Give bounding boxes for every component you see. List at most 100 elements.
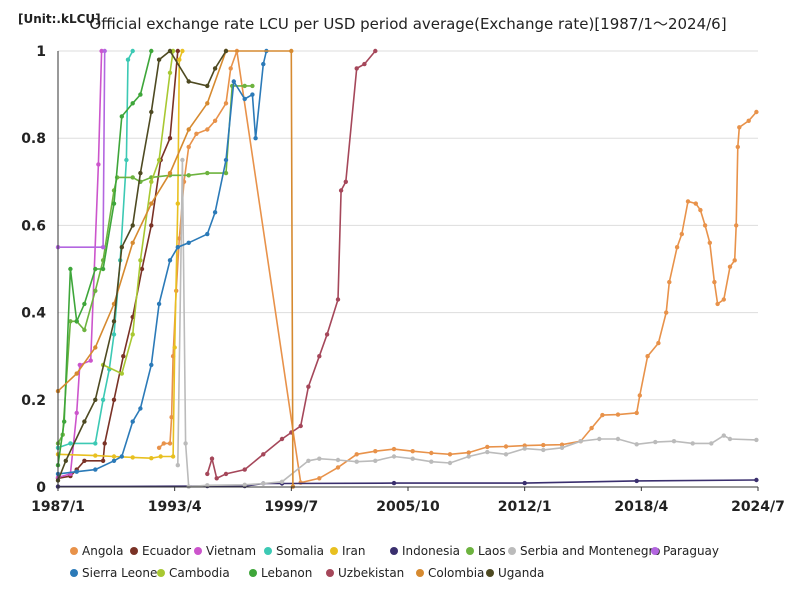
series-line — [57, 50, 294, 487]
series-angola — [156, 48, 759, 485]
data-point — [93, 288, 98, 293]
legend-marker — [130, 547, 138, 555]
data-point — [653, 439, 658, 445]
data-point — [447, 452, 453, 457]
legend-label: Iran — [342, 544, 365, 558]
data-point — [100, 266, 106, 272]
data-point — [429, 450, 434, 456]
legend-marker — [508, 547, 516, 555]
grid — [58, 50, 758, 488]
data-point — [205, 101, 210, 106]
data-point — [746, 118, 751, 124]
data-point — [169, 415, 174, 420]
data-point — [149, 456, 154, 461]
data-point — [250, 83, 255, 89]
legend-item: Lebanon — [249, 566, 312, 580]
y-tick-label: 0.8 — [21, 131, 46, 147]
legend-label: Angola — [82, 544, 123, 558]
series-line — [177, 159, 757, 488]
axes — [57, 51, 758, 488]
data-point — [600, 412, 605, 418]
data-point — [167, 170, 173, 176]
legend-label: Lebanon — [261, 566, 312, 580]
data-point — [242, 482, 247, 487]
data-point — [212, 66, 218, 71]
data-point — [250, 92, 255, 97]
data-point — [228, 66, 233, 71]
data-point — [324, 332, 330, 337]
data-point — [175, 201, 180, 206]
data-point — [205, 127, 210, 132]
data-point — [707, 240, 712, 245]
data-point — [170, 48, 176, 54]
x-tick-label: 2024/7 — [731, 499, 785, 515]
data-point — [93, 397, 98, 402]
data-point — [186, 79, 191, 84]
data-point — [93, 453, 98, 458]
data-point — [63, 458, 68, 463]
data-point — [74, 371, 79, 376]
data-point — [466, 454, 471, 459]
y-tick-label: 1 — [36, 44, 46, 60]
data-point — [754, 109, 759, 115]
data-point — [737, 125, 742, 130]
data-point — [158, 454, 163, 459]
data-point — [161, 441, 166, 446]
legend-label: Ecuador — [142, 544, 191, 558]
data-point — [391, 446, 397, 452]
data-point — [167, 441, 173, 446]
data-point — [485, 449, 490, 455]
data-point — [88, 358, 93, 363]
legend-marker — [486, 569, 494, 577]
data-point — [180, 48, 185, 54]
data-point — [231, 79, 236, 84]
data-point — [698, 207, 703, 213]
data-point — [149, 109, 154, 115]
legend-marker — [194, 547, 202, 555]
data-point — [121, 354, 126, 359]
data-point — [223, 48, 229, 54]
series-sierra-leone — [55, 48, 269, 477]
data-point — [149, 179, 154, 184]
legend-marker — [157, 569, 165, 577]
data-point — [214, 476, 219, 481]
legend-item: Colombia — [416, 566, 484, 580]
data-point — [205, 231, 210, 237]
data-point — [734, 223, 739, 228]
data-point — [664, 310, 669, 315]
legend-item: Indonesia — [390, 544, 460, 558]
data-point — [175, 48, 180, 54]
data-point — [100, 397, 106, 402]
data-point — [167, 48, 173, 54]
data-point — [335, 457, 341, 463]
y-tick-label: 0.6 — [21, 218, 46, 234]
data-point — [186, 240, 191, 245]
data-point — [354, 452, 359, 457]
data-point — [298, 423, 303, 429]
data-point — [156, 57, 162, 62]
data-point — [615, 412, 621, 417]
data-point — [212, 118, 218, 124]
data-point — [261, 452, 266, 457]
data-point — [175, 245, 180, 250]
series-ecuador — [55, 48, 180, 481]
x-tick-label: 1993/4 — [148, 499, 202, 515]
legend: Angola Ecuador Vietnam Somalia Iran Indonesia… — [70, 544, 719, 580]
legend-label: Vietnam — [206, 544, 256, 558]
data-point — [156, 301, 162, 307]
data-point — [180, 157, 185, 163]
legend-item: Somalia — [264, 544, 324, 558]
legend-item: Laos — [466, 544, 506, 558]
data-point — [119, 454, 125, 459]
data-point — [373, 458, 378, 463]
legend-label: Serbia and Montenegro — [520, 544, 660, 558]
legend-label: Sierra Leone — [82, 566, 157, 580]
data-point — [138, 406, 143, 411]
legend-label: Uganda — [498, 566, 544, 580]
data-point — [335, 465, 341, 470]
data-point — [391, 480, 397, 486]
data-point — [119, 371, 125, 376]
data-point — [167, 258, 173, 263]
data-point — [634, 442, 639, 447]
data-point — [685, 199, 691, 204]
